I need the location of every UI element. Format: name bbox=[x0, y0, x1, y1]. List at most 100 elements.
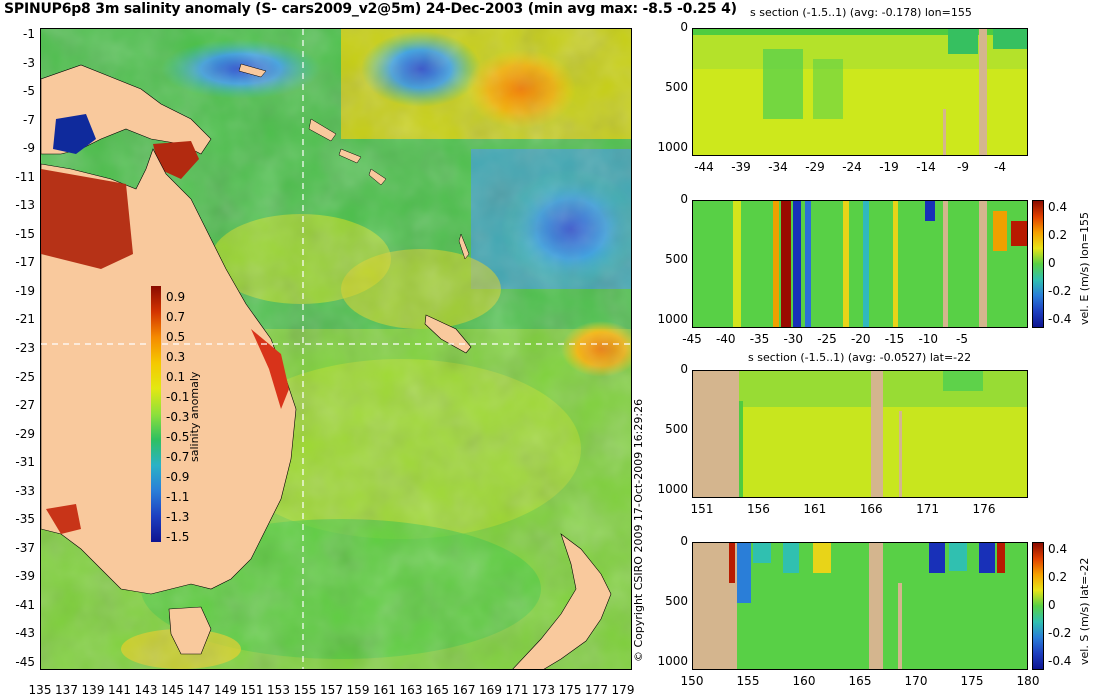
section-1-title: s section (-1.5..1) (avg: -0.178) lon=15… bbox=[750, 6, 972, 19]
map-lon-tick: 139 bbox=[81, 683, 105, 697]
map-colorbar-label: salinity anomaly bbox=[188, 371, 201, 462]
section-2-colorbar-label: vel. E (m/s) lon=155 bbox=[1078, 212, 1091, 325]
section-x-tick: 150 bbox=[680, 674, 704, 688]
section-y-tick: 500 bbox=[665, 422, 688, 436]
section-colorbar-tick: -0.2 bbox=[1048, 284, 1072, 298]
map-colorbar-tick: 0.1 bbox=[166, 370, 186, 384]
section-x-tick: 176 bbox=[972, 502, 996, 516]
map-colorbar-tick: 0.9 bbox=[166, 290, 186, 304]
section-y-tick: 0 bbox=[680, 20, 688, 34]
map-lat-tick: -27 bbox=[15, 398, 35, 413]
map-lat-tick: -29 bbox=[15, 426, 35, 441]
map-lon-tick: 155 bbox=[293, 683, 317, 697]
map-lon-tick: 135 bbox=[28, 683, 52, 697]
map-lon-tick: 145 bbox=[161, 683, 184, 697]
section-x-tick: -34 bbox=[768, 160, 788, 174]
map-colorbar-tick: -0.3 bbox=[166, 410, 190, 424]
map-lon-tick: 167 bbox=[452, 683, 476, 697]
section-y-tick: 1000 bbox=[657, 654, 688, 668]
section-x-tick: -24 bbox=[842, 160, 862, 174]
map-lat-tick: -19 bbox=[15, 283, 35, 298]
map-lon-tick: 165 bbox=[426, 683, 449, 697]
map-lat-tick: -9 bbox=[23, 141, 35, 156]
section-y-tick: 500 bbox=[665, 252, 688, 266]
section-x-tick: -40 bbox=[715, 332, 736, 346]
section-3-field bbox=[693, 371, 1027, 497]
map-lat-tick: -11 bbox=[15, 169, 35, 184]
map-lon-tick: 151 bbox=[240, 683, 264, 697]
map-lat-tick: -35 bbox=[15, 512, 35, 527]
map-lat-tick: -7 bbox=[23, 112, 35, 127]
section-colorbar-tick: 0.2 bbox=[1048, 570, 1068, 584]
map-lon-tick: 173 bbox=[532, 683, 555, 697]
map-lat-tick: -17 bbox=[15, 255, 35, 270]
section-x-tick: -20 bbox=[850, 332, 871, 346]
section-colorbar-tick: 0 bbox=[1048, 256, 1056, 270]
map-colorbar-tick: -0.1 bbox=[166, 390, 190, 404]
section-y-tick: 500 bbox=[665, 594, 688, 608]
section-4-colorbar-label: vel. S (m/s) lat=-22 bbox=[1078, 557, 1091, 665]
map-colorbar-tick: -1.3 bbox=[166, 510, 190, 524]
section-x-tick: 166 bbox=[859, 502, 883, 516]
section-2-plot bbox=[692, 200, 1028, 328]
section-y-tick: 1000 bbox=[657, 312, 688, 326]
section-y-tick: 0 bbox=[680, 534, 688, 548]
section-y-tick: 0 bbox=[680, 362, 688, 376]
map-lon-tick: 149 bbox=[214, 683, 237, 697]
section-x-tick: -30 bbox=[783, 332, 804, 346]
copyright-note: © Copyright CSIRO 2009 17-Oct-2009 16:29… bbox=[632, 398, 645, 662]
section-y-tick: 500 bbox=[665, 80, 688, 94]
map-lon-tick: 175 bbox=[558, 683, 582, 697]
map-lon-tick: 177 bbox=[585, 683, 608, 697]
section-3-title: s section (-1.5..1) (avg: -0.0527) lat=-… bbox=[748, 351, 972, 364]
map-lon-tick: 157 bbox=[320, 683, 343, 697]
section-1-field bbox=[693, 29, 1027, 155]
map-lon-tick: 137 bbox=[55, 683, 78, 697]
map-colorbar-tick: -1.5 bbox=[166, 530, 190, 544]
section-x-tick: -35 bbox=[749, 332, 770, 346]
map-lat-tick: -13 bbox=[15, 198, 35, 213]
section-colorbar-tick: 0.2 bbox=[1048, 228, 1068, 242]
section-x-tick: 161 bbox=[803, 502, 827, 516]
chart-title: SPINUP6p8 3m salinity anomaly (S- cars20… bbox=[4, 1, 737, 17]
map-lon-tick: 171 bbox=[505, 683, 529, 697]
section-4-colorbar bbox=[1032, 542, 1044, 670]
map-lat-tick: -43 bbox=[15, 626, 35, 641]
section-x-tick: -10 bbox=[918, 332, 939, 346]
section-1-plot bbox=[692, 28, 1028, 156]
section-x-tick: 180 bbox=[1016, 674, 1040, 688]
section-colorbar-tick: -0.4 bbox=[1048, 312, 1072, 326]
section-x-tick: 151 bbox=[690, 502, 714, 516]
section-x-tick: -44 bbox=[694, 160, 714, 174]
map-lat-tick: -1 bbox=[23, 27, 35, 41]
section-y-tick: 0 bbox=[680, 192, 688, 206]
section-x-tick: -15 bbox=[884, 332, 905, 346]
section-colorbar-tick: -0.2 bbox=[1048, 626, 1072, 640]
map-lon-tick: 169 bbox=[479, 683, 502, 697]
map-lon-tick: 141 bbox=[108, 683, 131, 697]
map-field bbox=[41, 29, 631, 669]
map-lat-tick: -21 bbox=[15, 312, 35, 327]
map-lat-tick: -15 bbox=[15, 226, 35, 241]
section-4-plot bbox=[692, 542, 1028, 670]
map-colorbar bbox=[151, 286, 161, 542]
map-lon-tick: 153 bbox=[267, 683, 290, 697]
section-x-tick: 171 bbox=[916, 502, 940, 516]
section-x-tick: 155 bbox=[736, 674, 760, 688]
section-x-tick: -45 bbox=[682, 332, 702, 346]
section-x-tick: -14 bbox=[916, 160, 936, 174]
section-4-field bbox=[693, 543, 1027, 669]
section-colorbar-tick: 0.4 bbox=[1048, 542, 1068, 556]
section-x-tick: -5 bbox=[956, 332, 968, 346]
map-lon-tick: 163 bbox=[399, 683, 423, 697]
section-x-tick: 156 bbox=[746, 502, 770, 516]
map-lat-tick: -3 bbox=[23, 55, 35, 70]
map-colorbar-tick: -0.5 bbox=[166, 430, 190, 444]
section-x-tick: -4 bbox=[994, 160, 1006, 174]
map-colorbar-tick: 0.5 bbox=[166, 330, 186, 344]
map-lat-tick: -45 bbox=[15, 655, 35, 669]
section-x-tick: -25 bbox=[817, 332, 837, 346]
section-colorbar-tick: -0.4 bbox=[1048, 654, 1072, 668]
map-colorbar-tick: 0.3 bbox=[166, 350, 186, 364]
section-x-tick: -19 bbox=[879, 160, 899, 174]
